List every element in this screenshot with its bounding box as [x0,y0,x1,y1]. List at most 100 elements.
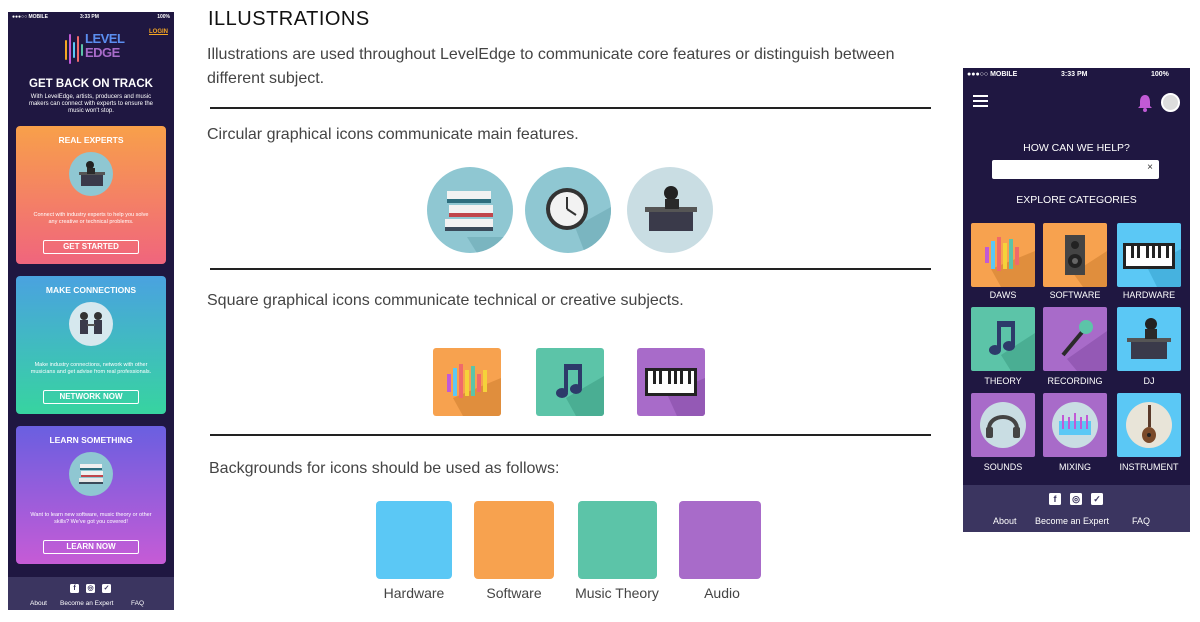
swatch-hardware [376,501,452,579]
books-icon [69,452,113,496]
swatch-label: Hardware [383,585,445,601]
card-title: MAKE CONNECTIONS [45,285,137,295]
category-hardware[interactable] [1117,223,1181,287]
dj-icon [627,167,713,253]
footer-link-faq[interactable]: FAQ [131,600,145,607]
avatar[interactable] [1161,93,1180,112]
twitter-icon[interactable]: ✓ [1091,493,1103,505]
carrier-text: ●●●○○ MOBILE [12,14,48,20]
category-sounds[interactable] [971,393,1035,457]
dj-icon [1127,318,1171,359]
carrier-text: ●●●○○ MOBILE [967,71,1018,78]
app-phone-mockup: ●●●○○ MOBILE 3:33 PM 100% HOW CAN WE HEL… [963,68,1190,532]
music-note-icon [536,348,604,416]
page-title: ILLUSTRATIONS [208,8,370,30]
clock-icon [525,167,611,253]
footer: f ◎ ✓ About Become an Expert FAQ [8,577,174,610]
swatch-audio [679,501,761,579]
audio-bars-icon [433,348,501,416]
category-dj[interactable] [1117,307,1181,371]
swatch-label: Software [486,585,542,601]
category-recording[interactable] [1043,307,1107,371]
category-label: RECORDING [1047,376,1103,386]
guitar-icon [1126,402,1172,448]
login-link[interactable]: LOGIN [149,29,168,35]
headphones-icon [980,402,1026,448]
get-started-button[interactable]: GET STARTED [43,240,139,254]
landing-phone-mockup: ●●●○○ MOBILE 3:33 PM 100% LEVEL EDGE LOG… [8,12,174,610]
keyboard-icon [1123,243,1181,287]
swatch-software [474,501,554,579]
help-title: HOW CAN WE HELP? [1023,142,1130,154]
hamburger-menu-icon[interactable] [973,95,988,108]
card-title: LEARN SOMETHING [49,435,133,445]
category-label: DAWS [989,290,1017,300]
facebook-icon[interactable]: f [70,584,79,593]
audio-bars-icon [985,237,1035,287]
twitter-icon[interactable]: ✓ [102,584,111,593]
category-label: THEORY [984,376,1022,386]
backgrounds-heading: Backgrounds for icons should be used as … [209,460,560,477]
battery-text: 100% [1151,71,1169,78]
footer-link-about[interactable]: About [30,600,47,607]
circular-icons-heading: Circular graphical icons communicate mai… [207,126,579,143]
battery-text: 100% [157,14,170,20]
clear-search-icon[interactable]: × [1147,162,1153,173]
category-label: INSTRUMENT [1119,462,1179,472]
logo-text: LEVEL EDGE [85,31,125,60]
divider [210,268,931,270]
divider [210,434,931,436]
footer: f ◎ ✓ About Become an Expert FAQ [963,485,1190,532]
category-label: HARDWARE [1122,290,1176,300]
category-instrument[interactable] [1117,393,1181,457]
time-text: 3:33 PM [80,14,99,20]
card-title: REAL EXPERTS [58,135,124,145]
swatch-label: Audio [704,585,740,601]
logo-line-2: EDGE [85,45,120,60]
divider [210,107,931,109]
mixer-icon [1052,402,1098,448]
search-input[interactable]: × [992,160,1159,179]
network-now-button[interactable]: NETWORK NOW [43,390,139,404]
card-learn-something: LEARN SOMETHING Want to learn new softwa… [16,426,166,564]
card-description: Want to learn new software, music theory… [30,512,152,525]
time-text: 3:33 PM [1061,71,1088,78]
category-label: DJ [1143,376,1155,386]
hero-title: GET BACK ON TRACK [29,78,153,90]
category-theory[interactable] [971,307,1035,371]
category-daws[interactable] [971,223,1035,287]
intro-text: Illustrations are used throughout LevelE… [207,46,895,87]
footer-link-faq[interactable]: FAQ [1132,516,1151,526]
bell-icon[interactable] [1137,94,1153,112]
category-label: SOUNDS [983,462,1023,472]
dj-icon [69,152,113,196]
card-make-connections: MAKE CONNECTIONS Make industry connectio… [16,276,166,414]
category-label: SOFTWARE [1049,290,1101,300]
category-mixing[interactable] [1043,393,1107,457]
status-bar: ●●●○○ MOBILE 3:33 PM 100% [8,12,174,22]
footer-link-become-expert[interactable]: Become an Expert [1035,516,1110,526]
speaker-icon [1065,235,1107,287]
instagram-icon[interactable]: ◎ [86,584,95,593]
category-software[interactable] [1043,223,1107,287]
card-real-experts: REAL EXPERTS Connect with industry exper… [16,126,166,264]
swatch-label: Music Theory [575,585,659,601]
logo-line-1: LEVEL [85,31,125,46]
learn-now-button[interactable]: LEARN NOW [43,540,139,554]
facebook-icon[interactable]: f [1049,493,1061,505]
footer-link-about[interactable]: About [993,516,1017,526]
footer-link-become-expert[interactable]: Become an Expert [60,600,114,607]
hero-description: With LevelEdge, artists, producers and m… [28,94,154,114]
books-icon [427,167,513,253]
microphone-icon [1061,320,1107,371]
square-icons-heading: Square graphical icons communicate techn… [207,292,684,309]
music-note-icon [989,321,1035,371]
keyboard-icon [637,348,705,416]
card-description: Make industry connections, network with … [30,362,152,375]
instagram-icon[interactable]: ◎ [1070,493,1082,505]
card-description: Connect with industry experts to help yo… [33,212,149,225]
handshake-people-icon [69,302,113,346]
explore-title: EXPLORE CATEGORIES [1016,194,1137,206]
leveledge-logo[interactable]: LEVEL EDGE [63,31,125,66]
swatch-music-theory [578,501,657,579]
